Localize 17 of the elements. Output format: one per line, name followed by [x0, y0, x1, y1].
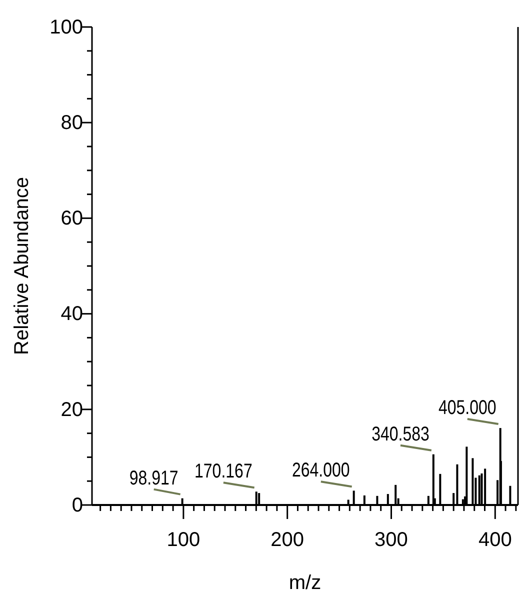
y-tick-label: 40 [60, 303, 83, 326]
x-tick-label: 200 [270, 529, 304, 551]
y-tick-label: 80 [60, 112, 83, 134]
annotation: 264.000 [292, 460, 364, 482]
annotation: 405.000 [438, 397, 511, 420]
y-tick-label: 0 [72, 494, 83, 516]
y-tick-label: 100 [50, 16, 83, 38]
x-tick-label: 300 [374, 529, 408, 551]
annotation: 340.583 [372, 423, 444, 446]
x-tick-label: 400 [478, 529, 512, 551]
x-axis-title: m/z [288, 572, 322, 594]
annotation: 98.917 [129, 467, 191, 490]
y-tick-label: 60 [60, 208, 83, 230]
x-tick-label: 100 [166, 529, 200, 551]
y-axis-title: Relative Abundance [11, 177, 33, 355]
y-tick-label: 20 [60, 398, 83, 421]
annotation: 170.167 [194, 460, 267, 483]
